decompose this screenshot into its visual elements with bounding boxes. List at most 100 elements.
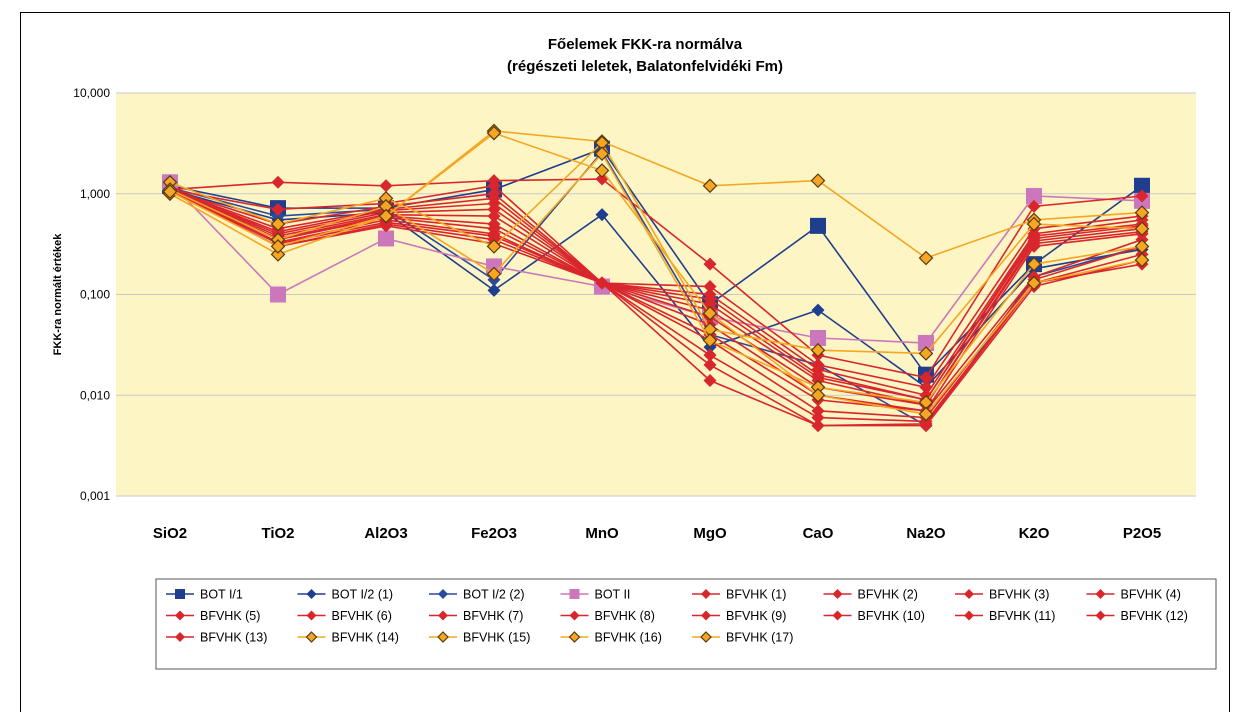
- x-tick-label: P2O5: [1123, 525, 1161, 542]
- data-point: [270, 247, 286, 262]
- series-line: [169, 188, 1143, 427]
- series: [162, 146, 1150, 410]
- legend-label: BOT I/1: [200, 588, 243, 602]
- legend-marker: [175, 610, 185, 621]
- legend-label: BOT II: [595, 588, 631, 602]
- data-point: [486, 125, 502, 141]
- legend-marker: [964, 610, 974, 621]
- legend-item: BFVHK (10): [823, 609, 925, 623]
- legend-marker: [832, 610, 843, 621]
- legend-marker: [569, 610, 580, 621]
- chart-subtitle: (régészeti leletek, Balatonfelvidéki Fm): [507, 58, 783, 75]
- x-axis-ticks: SiO2 TiO2 Al2O3 Fe2O3 MnO MgO CaO Na2O K2O P2O5: [153, 525, 1161, 542]
- series-line: [169, 130, 1143, 259]
- data-point: [379, 179, 393, 193]
- legend-item: BFVHK (14): [297, 631, 399, 645]
- data-point: [487, 283, 501, 297]
- data-point: [811, 411, 825, 425]
- legend-item: BFVHK (7): [429, 609, 523, 623]
- legend-marker: [701, 589, 711, 599]
- legend-item: BFVHK (4): [1086, 588, 1181, 602]
- x-tick-label: MgO: [693, 525, 727, 542]
- series-line: [169, 188, 1143, 412]
- data-point: [594, 146, 610, 162]
- legend-label: BFVHK (5): [200, 609, 260, 623]
- data-point: [810, 387, 826, 403]
- series: [163, 172, 1149, 385]
- data-point: [1026, 275, 1042, 291]
- data-point: [594, 163, 610, 178]
- legend-marker: [175, 632, 185, 642]
- legend-marker: [438, 610, 448, 621]
- data-point: [1026, 187, 1042, 204]
- legend-label: BFVHK (14): [332, 631, 399, 645]
- legend-marker: [701, 610, 711, 621]
- legend-label: BFVHK (1): [726, 588, 786, 602]
- legend-label: BFVHK (17): [726, 631, 793, 645]
- legend-item: BFVHK (13): [166, 631, 267, 645]
- legend-label: BOT I/2 (1): [332, 588, 394, 602]
- legend-item: BFVHK (6): [297, 609, 392, 623]
- data-point: [918, 250, 934, 266]
- legend-label: BFVHK (6): [332, 609, 392, 623]
- x-tick-label: Al2O3: [364, 525, 407, 542]
- data-point: [271, 209, 285, 223]
- legend-marker: [1095, 589, 1106, 599]
- legend-marker: [438, 589, 448, 599]
- y-tick-label: 10,000: [73, 86, 110, 100]
- data-point: [378, 208, 394, 224]
- legend-marker: [964, 589, 974, 599]
- legend-item: BFVHK (5): [166, 609, 260, 623]
- data-point: [487, 202, 501, 216]
- data-point: [810, 342, 826, 358]
- legend-item: BFVHK (11): [955, 609, 1055, 623]
- data-point: [486, 266, 502, 282]
- data-point: [595, 276, 609, 290]
- data-point: [702, 178, 718, 194]
- legend-item: BOT II: [560, 588, 631, 602]
- data-point: [703, 257, 717, 271]
- legend-item: BFVHK (1): [692, 588, 786, 602]
- legend-label: BFVHK (10): [858, 609, 925, 623]
- y-tick-label: 1,000: [80, 187, 110, 201]
- x-tick-label: MnO: [585, 525, 619, 542]
- legend-marker: [306, 589, 317, 599]
- legend-item: BFVHK (2): [823, 588, 918, 602]
- chart-frame: Főelemek FKK-ra normálva (régészeti lele…: [20, 12, 1230, 712]
- legend-marker: [437, 631, 449, 643]
- y-tick-label: 0,001: [80, 489, 110, 503]
- legend-marker: [1095, 610, 1106, 621]
- data-point: [703, 374, 717, 388]
- data-point: [487, 209, 501, 223]
- legend-item: BFVHK (16): [560, 631, 662, 645]
- legend-label: BFVHK (7): [463, 609, 523, 623]
- legend-item: BOT I/1: [166, 588, 243, 602]
- data-point: [595, 208, 609, 222]
- x-tick-label: K2O: [1019, 525, 1050, 542]
- legend-marker: [832, 589, 843, 599]
- legend-marker: [568, 631, 581, 643]
- legend-item: BFVHK (8): [560, 609, 655, 623]
- gridlines: [116, 92, 1196, 497]
- legend-label: BFVHK (8): [595, 609, 655, 623]
- legend-item: BFVHK (3): [955, 588, 1049, 602]
- legend-marker: [306, 610, 317, 621]
- x-tick-label: Fe2O3: [471, 525, 517, 542]
- data-point: [270, 286, 286, 303]
- data-point: [810, 217, 826, 234]
- data-point: [1134, 177, 1150, 194]
- legend-marker: [305, 631, 318, 643]
- series-line: [169, 141, 1143, 355]
- data-point: [918, 346, 934, 361]
- legend-label: BFVHK (11): [989, 609, 1055, 623]
- legend-box: [155, 578, 1217, 670]
- legend-label: BFVHK (15): [463, 631, 530, 645]
- data-point: [702, 306, 718, 321]
- legend-item: BOT I/2 (2): [429, 588, 525, 602]
- y-axis-ticks: 10,000 1,000 0,100 0,010 0,001: [73, 86, 110, 503]
- legend-marker: [175, 589, 185, 599]
- data-point: [271, 175, 285, 189]
- series-line: [169, 181, 1143, 344]
- data-point: [1026, 256, 1042, 272]
- series-line: [169, 188, 1143, 401]
